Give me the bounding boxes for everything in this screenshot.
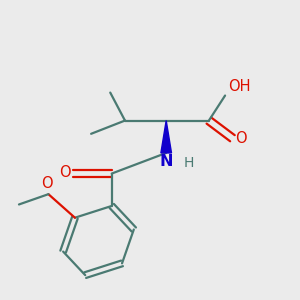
Text: O: O (59, 165, 70, 180)
Text: H: H (183, 157, 194, 170)
Text: N: N (159, 154, 173, 169)
Text: O: O (236, 131, 247, 146)
Text: OH: OH (228, 79, 250, 94)
Polygon shape (161, 121, 172, 153)
Text: O: O (41, 176, 53, 191)
